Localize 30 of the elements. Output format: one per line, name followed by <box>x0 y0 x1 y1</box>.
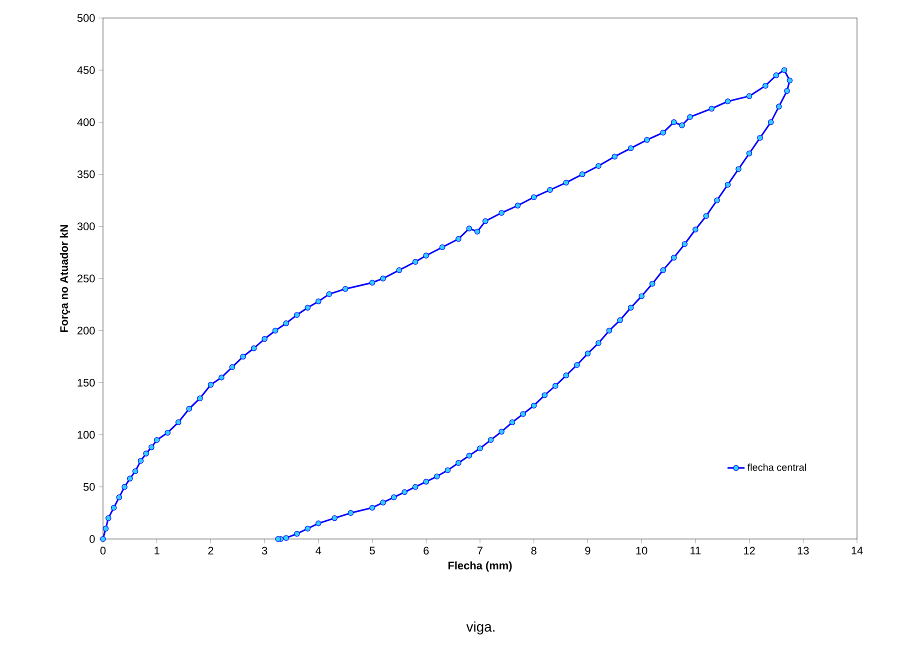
x-tick-label: 13 <box>798 546 809 555</box>
x-tick-label: 10 <box>636 546 648 555</box>
x-axis-title: Flecha (mm) <box>448 561 512 572</box>
x-tick-label: 2 <box>208 546 214 554</box>
x-tick-label: 6 <box>424 546 429 555</box>
y-tick-label: 150 <box>78 378 95 387</box>
text: viga. <box>466 621 494 634</box>
y-tick-label: 50 <box>83 483 95 491</box>
y-tick-label: 350 <box>77 170 95 178</box>
x-tick-label: 8 <box>531 546 536 555</box>
x-tick-label: 3 <box>262 546 268 555</box>
x-tick-label: 4 <box>316 546 322 554</box>
x-tick-label: 11 <box>690 546 701 554</box>
legend-label: flecha central <box>747 464 806 471</box>
y-tick-label: 400 <box>77 118 95 126</box>
y-axis-title: Força no Atuador kN <box>60 225 70 332</box>
x-tick-label: 7 <box>478 546 483 554</box>
y-tick-label: 200 <box>77 326 95 334</box>
x-tick-label: 0 <box>100 546 106 555</box>
y-tick-label: 100 <box>78 430 95 439</box>
y-tick-label: 0 <box>90 535 95 543</box>
y-tick-label: 500 <box>77 14 95 22</box>
y-tick-label: 300 <box>77 222 95 230</box>
x-tick-label: 1 <box>154 546 160 554</box>
x-tick-label: 14 <box>852 546 863 554</box>
x-tick-label: 12 <box>744 546 755 554</box>
y-tick-label: 450 <box>77 66 95 74</box>
x-tick-label: 5 <box>370 546 375 554</box>
x-tick-label: 9 <box>585 546 590 555</box>
y-tick-label: 250 <box>77 274 95 282</box>
